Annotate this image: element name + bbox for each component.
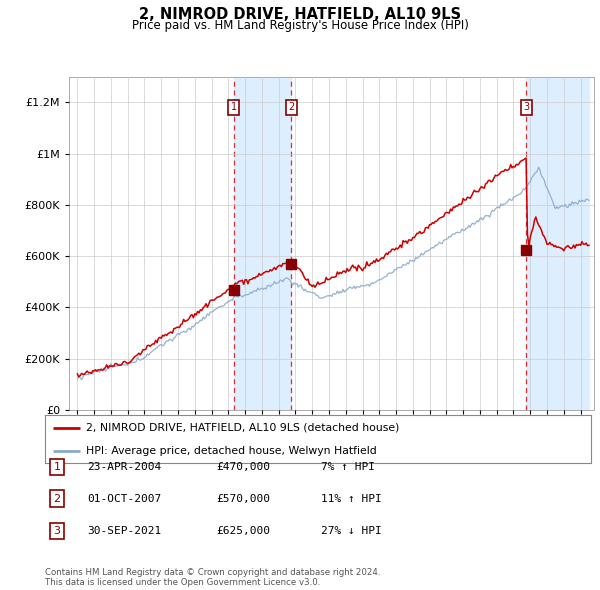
Text: 11% ↑ HPI: 11% ↑ HPI [321, 494, 382, 503]
Text: 01-OCT-2007: 01-OCT-2007 [87, 494, 161, 503]
Text: 23-APR-2004: 23-APR-2004 [87, 463, 161, 472]
Text: 30-SEP-2021: 30-SEP-2021 [87, 526, 161, 536]
Text: 1: 1 [53, 463, 61, 472]
Text: HPI: Average price, detached house, Welwyn Hatfield: HPI: Average price, detached house, Welw… [86, 446, 377, 456]
Text: 2: 2 [53, 494, 61, 503]
Text: 3: 3 [53, 526, 61, 536]
Text: £625,000: £625,000 [216, 526, 270, 536]
Text: Price paid vs. HM Land Registry's House Price Index (HPI): Price paid vs. HM Land Registry's House … [131, 19, 469, 32]
Text: 3: 3 [523, 102, 529, 112]
Text: 2, NIMROD DRIVE, HATFIELD, AL10 9LS (detached house): 2, NIMROD DRIVE, HATFIELD, AL10 9LS (det… [86, 423, 400, 433]
Bar [233, 77, 291, 410]
Text: £470,000: £470,000 [216, 463, 270, 472]
Bar [526, 77, 589, 410]
Text: 2, NIMROD DRIVE, HATFIELD, AL10 9LS: 2, NIMROD DRIVE, HATFIELD, AL10 9LS [139, 7, 461, 22]
Text: 7% ↑ HPI: 7% ↑ HPI [321, 463, 375, 472]
Text: 27% ↓ HPI: 27% ↓ HPI [321, 526, 382, 536]
Text: 1: 1 [230, 102, 236, 112]
Text: Contains HM Land Registry data © Crown copyright and database right 2024.
This d: Contains HM Land Registry data © Crown c… [45, 568, 380, 587]
Text: £570,000: £570,000 [216, 494, 270, 503]
Text: 2: 2 [288, 102, 295, 112]
